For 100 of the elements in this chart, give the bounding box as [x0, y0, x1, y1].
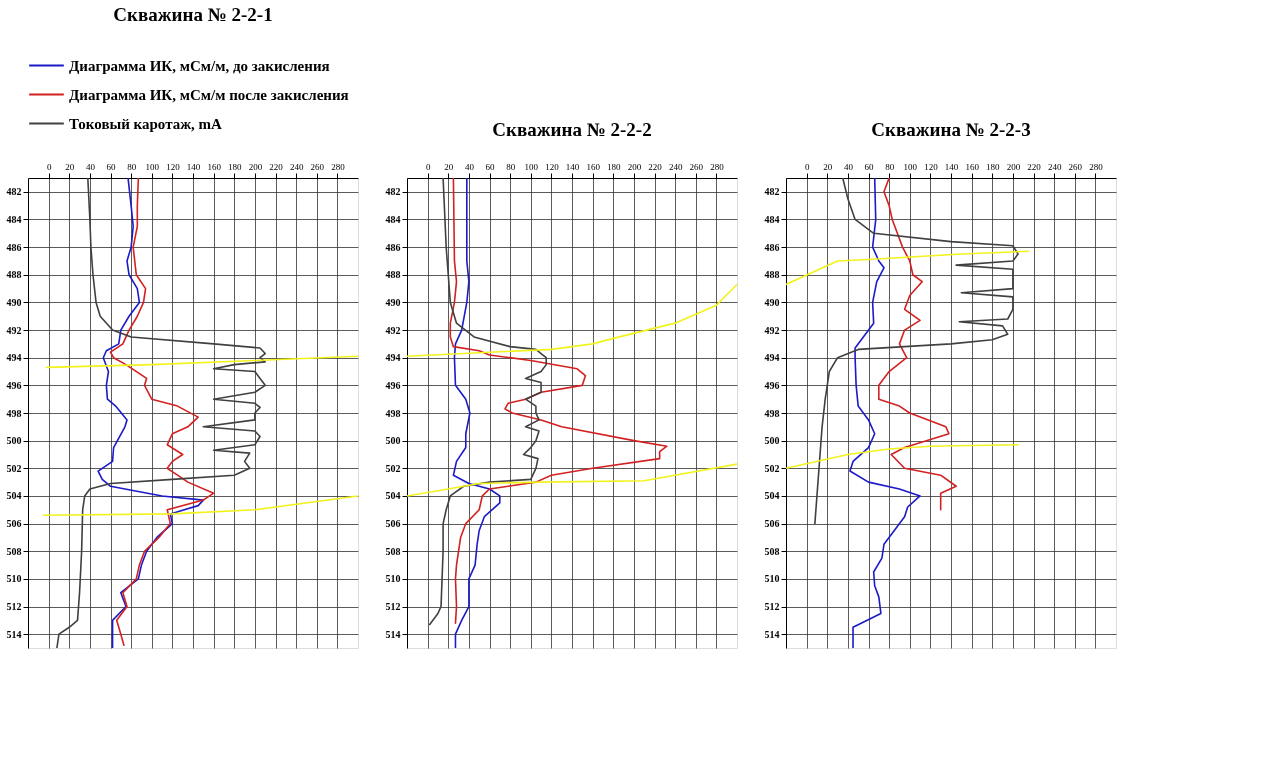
y-tick-label: 506 [6, 518, 22, 530]
x-tick-label: 20 [823, 161, 833, 172]
x-tick-label: 240 [668, 161, 683, 172]
x-tick-label: 0 [46, 161, 52, 172]
y-tick-label: 508 [6, 545, 22, 557]
x-tick-label: 180 [986, 161, 1000, 172]
x-tick-label: 220 [1027, 161, 1042, 172]
x-tick-label: 140 [186, 161, 201, 172]
y-tick-label: 482 [764, 186, 780, 198]
y-tick-label: 488 [385, 269, 401, 281]
x-tick-label: 120 [924, 161, 939, 172]
y-tick-label: 486 [764, 241, 780, 253]
y-tick-label: 504 [385, 490, 401, 502]
y-tick-label: 492 [6, 324, 22, 336]
x-tick-label: 260 [689, 161, 704, 172]
line-series [449, 178, 668, 624]
y-tick-label: 488 [6, 269, 22, 281]
x-tick-label: 120 [545, 161, 560, 172]
y-tick-label: 506 [385, 518, 401, 530]
chart-title: Скважина № 2-2-1 [113, 4, 273, 25]
y-tick-label: 512 [385, 601, 401, 613]
x-tick-label: 80 [127, 161, 137, 172]
x-tick-label: 240 [1047, 161, 1062, 172]
y-tick-label: 500 [6, 435, 22, 447]
y-tick-label: 502 [385, 462, 401, 474]
y-tick-label: 498 [385, 407, 401, 419]
line-series [878, 178, 957, 511]
y-tick-label: 494 [6, 352, 22, 364]
y-tick-label: 510 [764, 573, 780, 585]
x-tick-label: 280 [331, 161, 346, 172]
line-series [407, 283, 737, 358]
y-tick-label: 502 [6, 462, 22, 474]
x-tick-label: 160 [586, 161, 601, 172]
y-tick-label: 510 [6, 573, 22, 585]
y-tick-label: 508 [764, 545, 780, 557]
y-tick-label: 486 [385, 241, 401, 253]
y-tick-label: 514 [6, 628, 22, 640]
x-tick-label: 280 [710, 161, 725, 172]
line-series [45, 355, 358, 369]
y-tick-label: 490 [764, 296, 780, 308]
x-tick-label: 120 [166, 161, 181, 172]
x-tick-label: 200 [248, 161, 263, 172]
x-tick-label: 260 [1068, 161, 1083, 172]
x-tick-label: 200 [1006, 161, 1021, 172]
x-tick-label: 220 [648, 161, 663, 172]
y-tick-label: 500 [764, 435, 780, 447]
y-tick-label: 504 [764, 490, 780, 502]
y-tick-label: 490 [6, 296, 22, 308]
legend-label: Диаграмма ИК, мСм/м после закисления [69, 86, 349, 103]
y-tick-label: 488 [764, 269, 780, 281]
y-tick-label: 504 [6, 490, 22, 502]
x-tick-label: 40 [85, 161, 96, 172]
y-tick-label: 498 [764, 407, 780, 419]
x-tick-label: 0 [425, 161, 431, 172]
x-tick-label: 20 [444, 161, 454, 172]
y-tick-label: 508 [385, 545, 401, 557]
y-tick-label: 512 [6, 601, 22, 613]
y-tick-label: 510 [385, 573, 401, 585]
y-tick-label: 514 [385, 628, 401, 640]
line-series [786, 250, 1030, 286]
x-tick-label: 220 [269, 161, 284, 172]
x-tick-label: 80 [506, 161, 516, 172]
x-tick-label: 160 [965, 161, 980, 172]
x-tick-label: 100 [524, 161, 539, 172]
x-tick-label: 180 [228, 161, 242, 172]
y-tick-label: 498 [6, 407, 22, 419]
line-series [56, 178, 266, 648]
y-tick-label: 484 [385, 213, 401, 225]
y-tick-label: 496 [6, 379, 22, 391]
y-tick-label: 484 [764, 213, 780, 225]
line-series [42, 495, 358, 517]
line-series [786, 443, 1019, 470]
y-tick-label: 492 [764, 324, 780, 336]
line-series [97, 178, 205, 648]
legend-label: Диаграмма ИК, мСм/м, до закисления [69, 57, 330, 74]
chart-title: Скважина № 2-2-3 [871, 119, 1031, 140]
x-tick-label: 140 [944, 161, 959, 172]
x-tick-label: 240 [289, 161, 304, 172]
x-tick-label: 100 [903, 161, 918, 172]
x-tick-label: 40 [464, 161, 475, 172]
x-tick-label: 100 [145, 161, 160, 172]
y-tick-label: 482 [6, 186, 22, 198]
x-tick-label: 80 [885, 161, 895, 172]
y-tick-label: 494 [764, 352, 780, 364]
line-series [452, 178, 501, 648]
x-tick-label: 160 [207, 161, 222, 172]
y-tick-label: 502 [764, 462, 780, 474]
line-series [428, 178, 548, 626]
y-tick-label: 492 [385, 324, 401, 336]
x-tick-label: 280 [1089, 161, 1104, 172]
x-tick-label: 200 [627, 161, 642, 172]
x-tick-label: 60 [106, 161, 116, 172]
x-tick-label: 260 [310, 161, 325, 172]
y-tick-label: 496 [764, 379, 780, 391]
line-series [849, 178, 921, 648]
chart-title: Скважина № 2-2-2 [492, 119, 652, 140]
y-tick-label: 494 [385, 352, 401, 364]
y-tick-label: 506 [764, 518, 780, 530]
x-tick-label: 140 [565, 161, 580, 172]
y-tick-label: 490 [385, 296, 401, 308]
